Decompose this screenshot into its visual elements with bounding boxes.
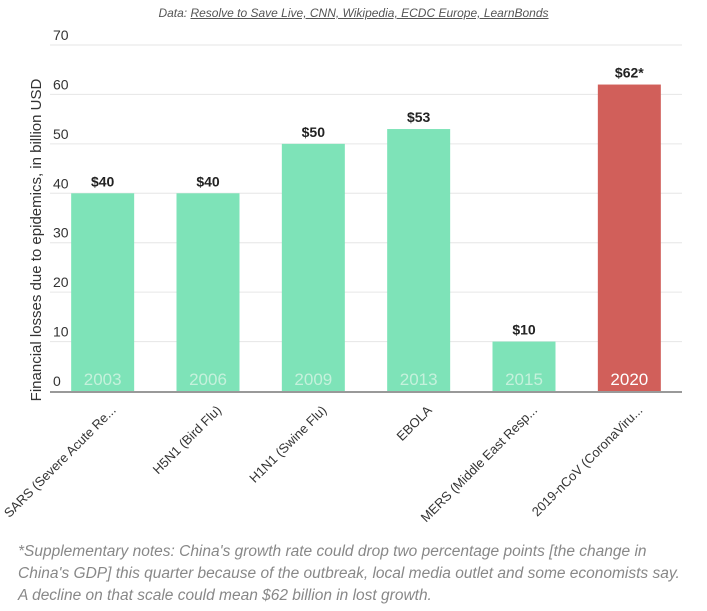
x-category-label: H1N1 (Swine Flu) (246, 403, 329, 486)
x-category-label: 2019-nCoV (CoronaViru... (529, 403, 646, 520)
bar-group: $50 2009 (281, 124, 345, 391)
bar-year-label: 2013 (400, 370, 438, 389)
data-source-prefix: Data: (158, 6, 191, 20)
y-tick-label: 70 (53, 27, 69, 43)
x-category-label: H5N1 (Bird Flu) (150, 403, 224, 477)
bar-group: $40 2003 (71, 173, 135, 391)
y-tick-label: 10 (53, 324, 69, 340)
y-axis-ticks: 0 10 20 30 40 50 60 70 (53, 27, 69, 389)
bar[interactable] (597, 84, 661, 392)
bar[interactable] (492, 341, 556, 391)
bar-value-label: $62* (615, 65, 644, 81)
bar-value-label: $40 (196, 173, 220, 189)
bar-value-label: $40 (91, 173, 115, 189)
bar-year-label: 2003 (84, 370, 122, 389)
bar-value-label: $10 (512, 322, 536, 338)
bar-year-label: 2009 (294, 370, 332, 389)
y-tick-label: 0 (53, 373, 61, 389)
data-source-links[interactable]: Resolve to Save Live, CNN, Wikipedia, EC… (190, 6, 549, 20)
x-category-label: SARS (Severe Acute Re... (1, 403, 119, 521)
data-source: Data: Resolve to Save Live, CNN, Wikiped… (0, 6, 707, 20)
bar-year-label: 2020 (610, 370, 648, 389)
bar-group: $53 2013 (387, 109, 451, 391)
bar-year-label: 2006 (189, 370, 227, 389)
y-tick-label: 30 (53, 225, 69, 241)
chart-bars: $40 2003 $40 2006 $50 2009 $53 2013 $10 2015 $62* 2… (71, 65, 661, 392)
y-tick-label: 40 (53, 175, 69, 191)
bar-group: $40 2006 (176, 173, 240, 391)
y-tick-label: 20 (53, 274, 69, 290)
x-axis-labels: SARS (Severe Acute Re... H5N1 (Bird Flu) H… (1, 402, 646, 525)
bar-value-label: $50 (302, 124, 326, 140)
bar-group: $62* 2020 (597, 65, 661, 392)
y-axis-label: Financial losses due to epidemics, in bi… (28, 79, 45, 402)
y-tick-label: 50 (53, 126, 69, 142)
bar[interactable] (387, 129, 451, 391)
y-tick-label: 60 (53, 76, 69, 92)
bar-value-label: $53 (407, 109, 431, 125)
x-category-label: EBOLA (394, 402, 435, 443)
bar[interactable] (71, 193, 135, 391)
bar[interactable] (176, 193, 240, 391)
bar-group: $10 2015 (492, 322, 556, 391)
supplementary-notes: *Supplementary notes: China's growth rat… (18, 543, 680, 604)
x-category-label: MERS (Middle East Resp... (418, 403, 540, 525)
bar[interactable] (281, 143, 345, 391)
bar-year-label: 2015 (505, 370, 543, 389)
chart-grid (50, 44, 682, 343)
bar-chart: 0 10 20 30 40 50 60 70 Financial losses due to … (1, 27, 682, 525)
